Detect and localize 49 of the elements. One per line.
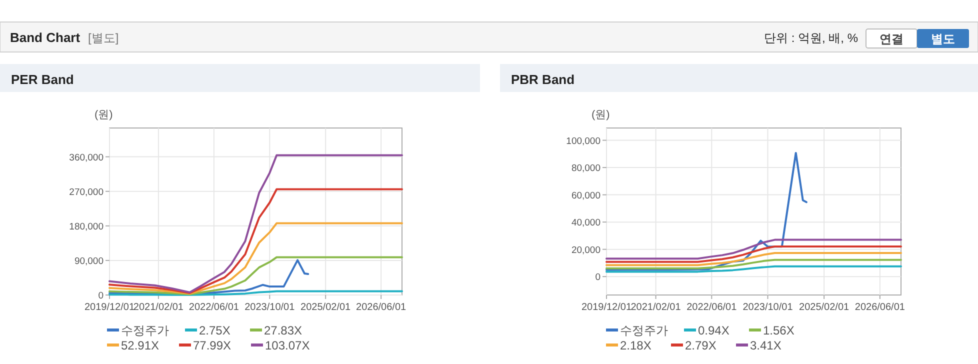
x-tick-label: 2022/06/01 <box>188 302 240 313</box>
chart-title: PER Band <box>11 72 74 87</box>
legend-label: 1.56X <box>763 324 794 338</box>
x-tick-label: 2023/10/01 <box>244 302 296 313</box>
line-series <box>606 258 902 270</box>
line-series <box>606 152 808 271</box>
y-axis-title: (원) <box>592 109 610 121</box>
y-tick-label: 40,000 <box>571 218 600 229</box>
legend-label: 0.94X <box>698 324 730 338</box>
x-tick-label: 2025/02/01 <box>799 302 850 313</box>
y-tick-label: 20,000 <box>571 244 600 256</box>
y-tick-label: 0 <box>595 272 600 284</box>
x-tick-label: 2026/06/01 <box>356 302 407 313</box>
line-series <box>606 252 902 266</box>
x-tick-label: 2023/10/01 <box>742 302 794 313</box>
y-tick-label: 180,000 <box>69 221 104 232</box>
x-tick-label: 2021/02/01 <box>133 302 184 313</box>
text: [별도] <box>88 31 119 45</box>
legend-label: 27.83X <box>264 324 302 338</box>
y-tick-label: 60,000 <box>571 190 600 202</box>
x-tick-label: 2019/12/01 <box>84 302 135 313</box>
legend-label: 2.75X <box>199 324 230 338</box>
y-tick-label: 100,000 <box>566 136 600 147</box>
legend-label: 2.79X <box>685 338 716 352</box>
x-tick-label: 2019/12/01 <box>581 302 632 313</box>
y-tick-label: 0 <box>98 290 104 302</box>
x-tick-label: 2025/02/01 <box>300 302 352 313</box>
toggle-button: 별도 <box>917 29 969 48</box>
y-tick-label: 90,000 <box>74 256 104 267</box>
y-axis-title: (원) <box>94 109 113 121</box>
text: 단위 : 억원, 배, % <box>764 31 858 45</box>
line-series <box>606 245 902 263</box>
line-series <box>606 238 902 260</box>
y-tick-label: 360,000 <box>69 152 104 164</box>
legend-label: 수정주가 <box>620 324 668 338</box>
x-tick-label: 2021/02/01 <box>630 302 682 313</box>
legend-label: 103.07X <box>265 338 310 352</box>
x-tick-label: 2022/06/01 <box>686 302 738 313</box>
text: Band Chart <box>10 30 81 45</box>
y-tick-label: 270,000 <box>69 186 104 198</box>
x-tick-label: 2026/06/01 <box>854 302 906 313</box>
legend-label: 3.41X <box>750 338 782 352</box>
legend-label: 52.91X <box>121 338 160 352</box>
toggle-button: 연결 <box>866 28 918 48</box>
chart-title: PBR Band <box>511 72 575 87</box>
y-tick-label: 80,000 <box>571 163 600 174</box>
legend-label: 2.18X <box>620 338 652 352</box>
legend-label: 77.99X <box>193 338 232 352</box>
legend-label: 수정주가 <box>121 324 169 338</box>
